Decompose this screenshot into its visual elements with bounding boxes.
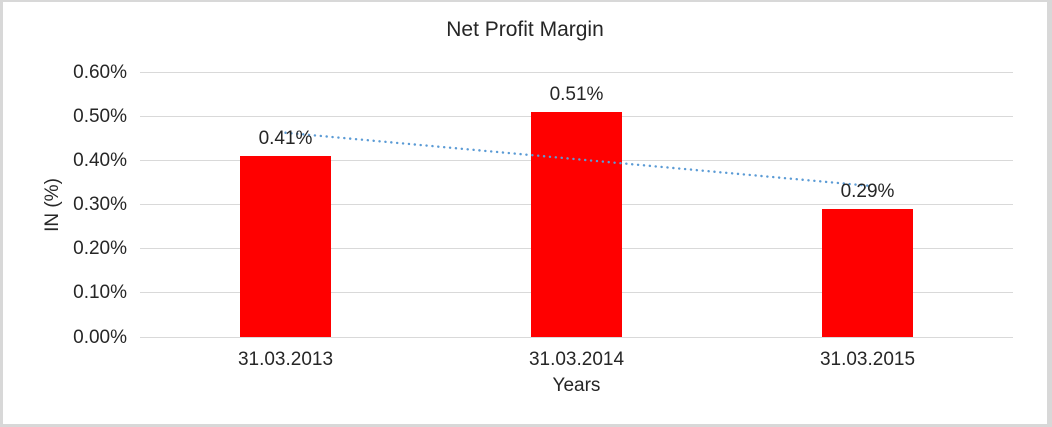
x-tick-label: 31.03.2015 — [819, 349, 916, 370]
y-tick-label: 0.30% — [73, 194, 127, 216]
bar — [822, 209, 913, 337]
bar — [240, 156, 331, 337]
x-tick-label: 31.03.2014 — [528, 349, 625, 370]
y-tick-label: 0.40% — [73, 150, 127, 172]
x-tick-label: 31.03.2013 — [237, 349, 334, 370]
data-label: 0.29% — [840, 181, 895, 203]
y-tick-label: 0.60% — [73, 62, 127, 83]
gridline — [140, 72, 1013, 73]
x-axis-title: Years — [552, 375, 601, 396]
bar — [531, 112, 622, 337]
y-tick-label: 0.50% — [73, 106, 127, 128]
data-label: 0.51% — [549, 84, 604, 106]
data-label: 0.41% — [258, 128, 313, 150]
gridline — [140, 336, 1013, 338]
y-tick-label: 0.10% — [73, 282, 127, 304]
chart-title: Net Profit Margin — [446, 18, 604, 41]
y-tick-label: 0.00% — [73, 326, 127, 348]
y-tick-label: 0.20% — [73, 238, 127, 260]
